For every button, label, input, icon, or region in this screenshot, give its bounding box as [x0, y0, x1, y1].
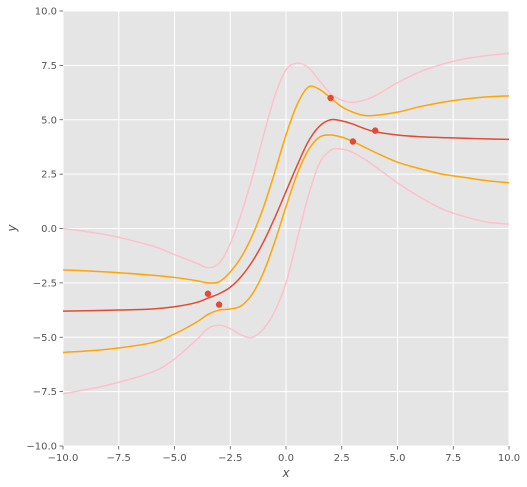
- y-tick-label-3: −2.5: [33, 278, 57, 289]
- x-tick-label-3: −2.5: [218, 453, 242, 464]
- series-line-mean: [62, 118, 510, 312]
- x-tick-label-0: −10.0: [48, 453, 79, 464]
- observation-point-2: [327, 94, 334, 102]
- y-tick-label-1: −7.5: [33, 387, 57, 398]
- x-axis-label: x: [281, 466, 290, 480]
- observation-point-4: [372, 127, 379, 134]
- x-tick-label-5: 2.5: [334, 453, 350, 464]
- observation-point-1: [215, 301, 223, 308]
- series-line-band1-upper: [62, 85, 510, 284]
- observation-point-3: [349, 138, 357, 145]
- y-tick-label-6: 5.0: [41, 115, 57, 126]
- x-tick-label-4: 0.0: [278, 453, 294, 464]
- y-tick-label-2: −5.0: [33, 333, 57, 344]
- y-tick-label-4: 0.0: [41, 224, 57, 235]
- y-tick-label-7: 7.5: [41, 61, 57, 72]
- series-line-band1-lower: [62, 134, 510, 354]
- observation-point-0: [204, 290, 212, 297]
- series-layer: [62, 52, 510, 395]
- y-axis-ticks: −10.0 −7.5 −5.0 −2.5 0.0 2.5 5.0 7.5 10.0: [26, 7, 63, 453]
- y-tick-label-5: 2.5: [41, 170, 57, 181]
- series-line-band2-upper: [62, 52, 510, 269]
- y-tick-label-8: 10.0: [35, 7, 57, 18]
- x-tick-label-6: 5.0: [390, 453, 406, 464]
- x-tick-label-8: 10.0: [498, 453, 520, 464]
- x-tick-label-7: 7.5: [445, 453, 461, 464]
- series-line-band2-lower: [62, 147, 510, 395]
- x-axis-ticks: −10.0 −7.5 −5.0 −2.5 0.0 2.5 5.0 7.5 10.0: [48, 446, 520, 464]
- y-tick-label-0: −10.0: [26, 442, 57, 453]
- y-axis-label: y: [5, 224, 19, 233]
- observation-points: [204, 94, 379, 308]
- x-tick-label-1: −7.5: [107, 453, 131, 464]
- x-tick-label-2: −5.0: [162, 453, 186, 464]
